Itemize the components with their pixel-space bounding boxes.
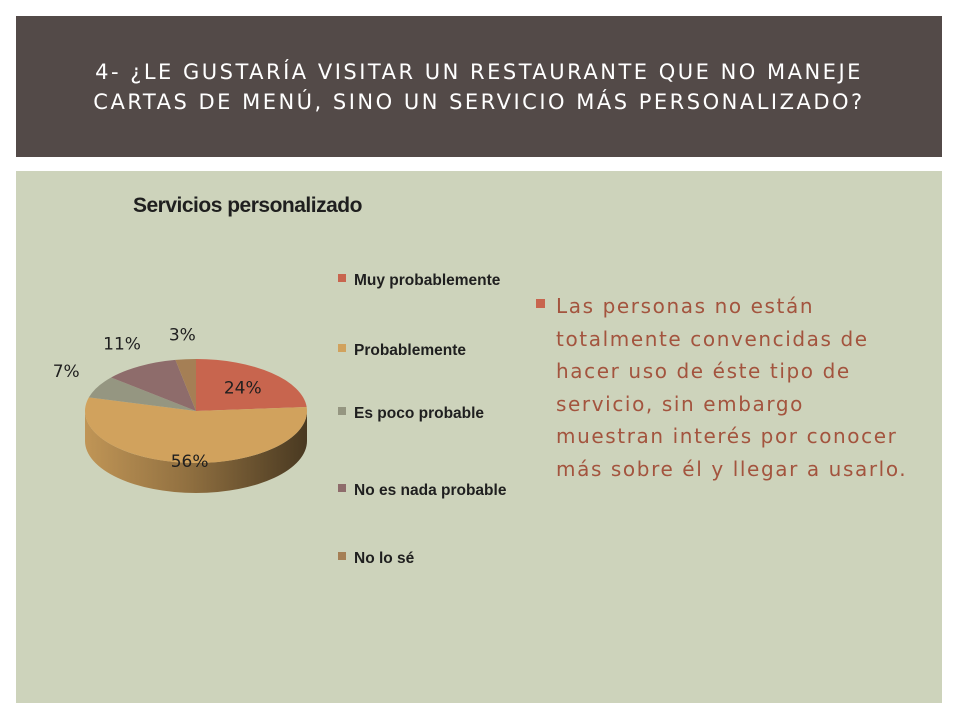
- slide-title-bar: 4- ¿Le gustaría visitar un restaurante q…: [16, 16, 942, 157]
- legend-label: Es poco probable: [354, 405, 485, 422]
- legend-swatch: [338, 407, 346, 415]
- pie-slice-3: [111, 359, 196, 411]
- legend-label: No es nada probable: [354, 482, 507, 499]
- legend-swatch: [338, 344, 346, 352]
- slide-title: 4- ¿Le gustaría visitar un restaurante q…: [93, 59, 865, 114]
- data-label-3: 11%: [103, 335, 141, 355]
- legend-swatch: [338, 484, 346, 492]
- pie-sides: [85, 411, 307, 493]
- data-label-4: 3%: [169, 326, 196, 346]
- pie-slice-2: [88, 377, 196, 411]
- data-label-2: 7%: [53, 362, 80, 382]
- data-label-0: 24%: [224, 378, 262, 398]
- pie-slice-0: [196, 359, 307, 411]
- data-label-1: 56%: [171, 452, 209, 472]
- chart-title: Servicios personalizado: [133, 194, 362, 217]
- bullet-text: Las personas no están totalmente convenc…: [556, 294, 908, 481]
- pie-slice-1: [84, 397, 307, 464]
- legend-label: Probablemente: [354, 342, 466, 359]
- legend-label: No lo sé: [354, 550, 415, 567]
- legend-swatch: [338, 552, 346, 560]
- legend-label: Muy probablemente: [354, 272, 501, 289]
- bullet-marker: [536, 299, 545, 308]
- pie-slice-4: [175, 359, 196, 411]
- pie-side-1: [85, 411, 307, 493]
- legend-swatch: [338, 274, 346, 282]
